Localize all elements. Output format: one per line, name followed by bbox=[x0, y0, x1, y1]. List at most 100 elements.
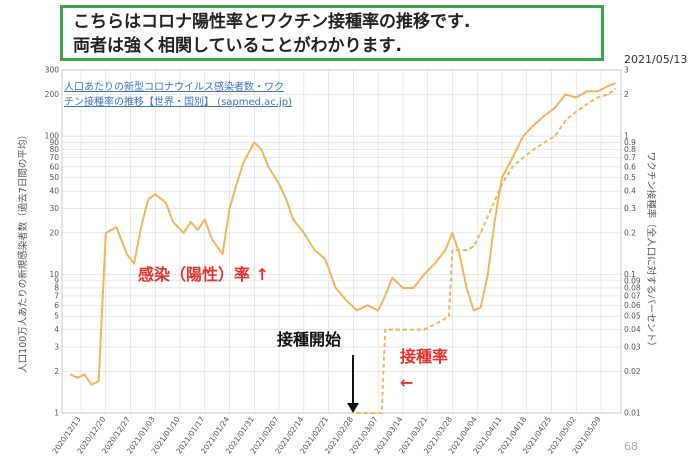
data-point bbox=[380, 412, 383, 414]
data-point bbox=[543, 115, 546, 117]
chart-title[interactable]: 人口あたりの新型コロナウイルス感染者数・ワク チン接種率の推移【世界・国別】 (… bbox=[64, 80, 292, 108]
y-tick-label-left: 90 bbox=[49, 138, 59, 147]
data-point bbox=[324, 258, 326, 260]
data-point bbox=[402, 287, 404, 289]
data-point bbox=[448, 315, 450, 318]
data-point bbox=[391, 276, 394, 279]
y-tick-label-left: 300 bbox=[45, 66, 60, 75]
y-tick-label-right: 0.5 bbox=[624, 173, 636, 182]
y-tick-label-left: 40 bbox=[49, 187, 59, 196]
y-tick-label-left: 3 bbox=[54, 342, 59, 351]
y-tick-label-right: 0.03 bbox=[624, 342, 641, 351]
y-axis-title-right: ワクチン接種率（全人口に対するパーセント） bbox=[645, 152, 657, 352]
callout-box: こちらはコロナ陽性率とワクチン接種率の推移です. 両者は強く相関していることがわ… bbox=[60, 5, 604, 61]
y-tick-label-right: 0.04 bbox=[624, 325, 641, 334]
y-tick-label-left: 8 bbox=[54, 283, 59, 292]
data-point bbox=[465, 249, 468, 251]
chart-title-line-1[interactable]: 人口あたりの新型コロナウイルス感染者数・ワク bbox=[64, 80, 284, 93]
data-point bbox=[607, 85, 609, 87]
data-point bbox=[402, 328, 404, 331]
chart-title-line-2[interactable]: チン接種率の推移【世界・国別】 (sapmed.ac.jp) bbox=[64, 95, 292, 108]
data-point bbox=[204, 218, 206, 221]
data-point bbox=[384, 295, 387, 297]
infection-rate-annotation: 感染（陽性）率 ↑ bbox=[138, 265, 269, 284]
data-point bbox=[334, 287, 337, 289]
vaccination-start-annotation: 接種開始 bbox=[277, 330, 341, 349]
data-point bbox=[182, 232, 185, 234]
data-point bbox=[533, 148, 535, 151]
data-point bbox=[126, 253, 128, 256]
data-point bbox=[614, 82, 616, 85]
data-point bbox=[458, 253, 461, 256]
y-tick-label-right: 0.02 bbox=[624, 367, 641, 376]
y-tick-label-right: 0.08 bbox=[624, 283, 641, 292]
y-tick-label-left: 2 bbox=[54, 367, 59, 376]
y-tick-label-left: 70 bbox=[49, 153, 59, 162]
data-point bbox=[260, 148, 263, 151]
data-point bbox=[423, 273, 425, 276]
data-point bbox=[384, 328, 387, 331]
y-tick-label-right: 2 bbox=[624, 90, 629, 99]
vaccination-rate-annotation: 接種率 bbox=[400, 347, 448, 366]
y-tick-label-right: 0.1 bbox=[624, 270, 636, 279]
y-tick-label-left: 200 bbox=[45, 90, 60, 99]
data-point bbox=[451, 232, 454, 234]
data-point bbox=[522, 135, 524, 137]
y-tick-label-right: 0.3 bbox=[624, 204, 636, 213]
y-tick-label-left: 100 bbox=[45, 132, 60, 141]
data-point bbox=[412, 287, 415, 289]
y-tick-label-left: 30 bbox=[49, 204, 59, 213]
data-point bbox=[543, 141, 546, 144]
data-point bbox=[586, 90, 588, 93]
y-tick-label-right: 0.05 bbox=[624, 312, 641, 321]
data-point bbox=[303, 232, 305, 234]
data-point bbox=[278, 183, 280, 185]
data-point bbox=[437, 321, 440, 324]
y-tick-label-left: 9 bbox=[54, 276, 59, 285]
data-point bbox=[165, 201, 167, 204]
data-point bbox=[211, 238, 213, 240]
data-point bbox=[345, 299, 348, 302]
data-point bbox=[172, 221, 174, 223]
data-point bbox=[292, 218, 295, 221]
data-point bbox=[533, 124, 535, 126]
data-point bbox=[575, 110, 577, 113]
data-point bbox=[465, 287, 468, 289]
y-tick-label-right: 0.2 bbox=[624, 228, 636, 237]
series-layer bbox=[69, 82, 616, 414]
data-point bbox=[433, 262, 436, 265]
data-point bbox=[522, 156, 524, 159]
data-point bbox=[97, 380, 100, 382]
data-point bbox=[83, 373, 86, 376]
data-point bbox=[133, 262, 135, 265]
data-point bbox=[511, 166, 514, 168]
data-point bbox=[564, 93, 567, 96]
data-point bbox=[154, 193, 157, 196]
data-point bbox=[614, 87, 616, 90]
data-point bbox=[356, 309, 358, 312]
y-tick-label-right: 0.09 bbox=[624, 276, 641, 285]
data-point bbox=[472, 245, 475, 248]
y-tick-label-right: 0.4 bbox=[624, 187, 636, 196]
data-point bbox=[147, 198, 149, 200]
data-point bbox=[366, 304, 369, 307]
y-tick-label-right: 3 bbox=[624, 66, 629, 75]
y-tick-label-right: 0.9 bbox=[624, 138, 636, 147]
y-tick-label-left: 6 bbox=[54, 301, 59, 310]
callout-line-1: こちらはコロナ陽性率とワクチン接種率の推移です. bbox=[73, 12, 471, 32]
y-tick-label-left: 50 bbox=[49, 173, 59, 182]
data-point bbox=[242, 161, 245, 163]
data-point bbox=[607, 93, 609, 96]
vaccination-start-arrow bbox=[347, 355, 359, 413]
data-point bbox=[451, 249, 454, 251]
data-point bbox=[564, 119, 567, 122]
data-point bbox=[69, 373, 72, 376]
y-tick-label-right: 0.8 bbox=[624, 145, 636, 154]
infection-rate-line bbox=[69, 82, 616, 386]
data-point bbox=[501, 183, 503, 185]
date-stamp: 2021/05/13 bbox=[624, 53, 688, 66]
data-point bbox=[285, 198, 288, 200]
data-point bbox=[586, 103, 588, 105]
data-point bbox=[356, 412, 358, 414]
